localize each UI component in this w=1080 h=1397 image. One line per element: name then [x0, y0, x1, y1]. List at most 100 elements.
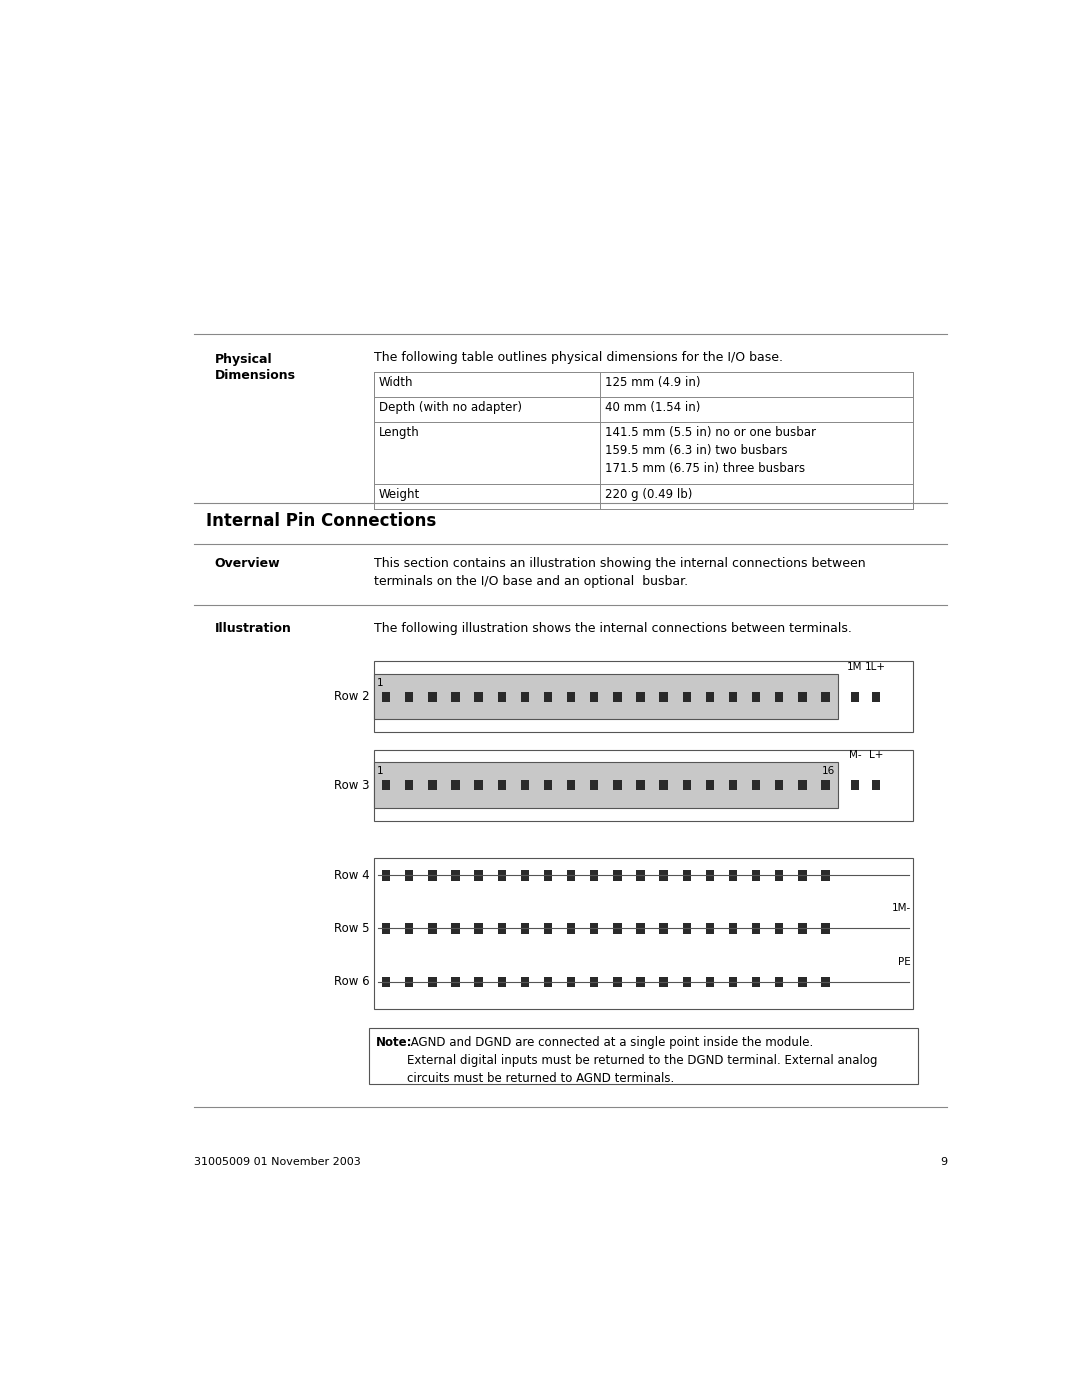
- Text: 1L+: 1L+: [865, 662, 887, 672]
- Bar: [369, 1028, 918, 1084]
- Bar: [636, 923, 645, 933]
- Bar: [683, 923, 691, 933]
- Bar: [821, 923, 829, 933]
- Bar: [775, 692, 783, 703]
- Bar: [590, 870, 598, 882]
- Bar: [451, 870, 460, 882]
- Bar: [636, 780, 645, 791]
- Bar: [428, 923, 436, 933]
- Bar: [382, 977, 390, 988]
- Bar: [683, 977, 691, 988]
- Bar: [474, 780, 483, 791]
- Bar: [660, 780, 667, 791]
- Text: Length: Length: [379, 426, 419, 439]
- Bar: [775, 870, 783, 882]
- Bar: [660, 692, 667, 703]
- Bar: [752, 923, 760, 933]
- Text: 141.5 mm (5.5 in) no or one busbar
159.5 mm (6.3 in) two busbars
171.5 mm (6.75 : 141.5 mm (5.5 in) no or one busbar 159.5…: [605, 426, 815, 475]
- Bar: [683, 692, 691, 703]
- Bar: [705, 692, 714, 703]
- Text: Dimensions: Dimensions: [215, 369, 296, 381]
- Bar: [683, 870, 691, 882]
- Text: Row 3: Row 3: [334, 778, 369, 792]
- Bar: [374, 661, 914, 732]
- Bar: [428, 780, 436, 791]
- Text: 1: 1: [377, 766, 383, 775]
- Bar: [752, 692, 760, 703]
- Bar: [798, 923, 807, 933]
- Bar: [821, 780, 829, 791]
- Bar: [821, 692, 829, 703]
- Bar: [382, 692, 390, 703]
- Bar: [613, 692, 622, 703]
- Bar: [544, 923, 552, 933]
- Bar: [613, 923, 622, 933]
- Text: Note:: Note:: [376, 1035, 413, 1049]
- Bar: [660, 870, 667, 882]
- Bar: [798, 870, 807, 882]
- Bar: [590, 923, 598, 933]
- Text: Weight: Weight: [379, 488, 420, 502]
- Text: 1M: 1M: [847, 662, 863, 672]
- Text: 16: 16: [822, 766, 835, 775]
- Bar: [775, 780, 783, 791]
- Bar: [752, 977, 760, 988]
- Text: 1: 1: [377, 678, 383, 687]
- Bar: [498, 870, 505, 882]
- Bar: [544, 870, 552, 882]
- Bar: [405, 977, 414, 988]
- Bar: [636, 977, 645, 988]
- Bar: [752, 870, 760, 882]
- Bar: [498, 977, 505, 988]
- Bar: [567, 923, 576, 933]
- Bar: [872, 692, 880, 703]
- Bar: [729, 780, 738, 791]
- Text: AGND and DGND are connected at a single point inside the module.
External digita: AGND and DGND are connected at a single …: [407, 1035, 878, 1084]
- Bar: [405, 692, 414, 703]
- Bar: [775, 923, 783, 933]
- Text: Row 4: Row 4: [334, 869, 369, 882]
- Bar: [521, 870, 529, 882]
- Bar: [590, 692, 598, 703]
- Bar: [636, 692, 645, 703]
- Bar: [521, 780, 529, 791]
- Bar: [428, 977, 436, 988]
- Bar: [821, 870, 829, 882]
- Bar: [660, 923, 667, 933]
- Text: Row 6: Row 6: [334, 975, 369, 989]
- Bar: [374, 750, 914, 820]
- Bar: [613, 870, 622, 882]
- Bar: [567, 692, 576, 703]
- Text: This section contains an illustration showing the internal connections between
t: This section contains an illustration sh…: [374, 557, 865, 588]
- Bar: [374, 858, 914, 1009]
- Bar: [705, 923, 714, 933]
- Bar: [729, 692, 738, 703]
- Bar: [775, 977, 783, 988]
- Bar: [405, 780, 414, 791]
- Text: 1M-: 1M-: [892, 902, 910, 914]
- Bar: [451, 923, 460, 933]
- Bar: [405, 923, 414, 933]
- Bar: [428, 870, 436, 882]
- Bar: [474, 870, 483, 882]
- Bar: [729, 923, 738, 933]
- Bar: [567, 870, 576, 882]
- Bar: [683, 780, 691, 791]
- Bar: [872, 780, 880, 791]
- Bar: [498, 780, 505, 791]
- Text: Overview: Overview: [215, 557, 280, 570]
- Bar: [660, 977, 667, 988]
- Bar: [451, 780, 460, 791]
- Bar: [590, 977, 598, 988]
- Text: Width: Width: [379, 376, 413, 390]
- Bar: [521, 923, 529, 933]
- Text: The following table outlines physical dimensions for the I/O base.: The following table outlines physical di…: [374, 351, 783, 363]
- Text: PE: PE: [899, 957, 910, 967]
- Bar: [821, 977, 829, 988]
- Text: The following illustration shows the internal connections between terminals.: The following illustration shows the int…: [374, 622, 851, 634]
- Text: 31005009 01 November 2003: 31005009 01 November 2003: [193, 1157, 361, 1168]
- Bar: [729, 977, 738, 988]
- Bar: [474, 977, 483, 988]
- Bar: [567, 780, 576, 791]
- Bar: [498, 692, 505, 703]
